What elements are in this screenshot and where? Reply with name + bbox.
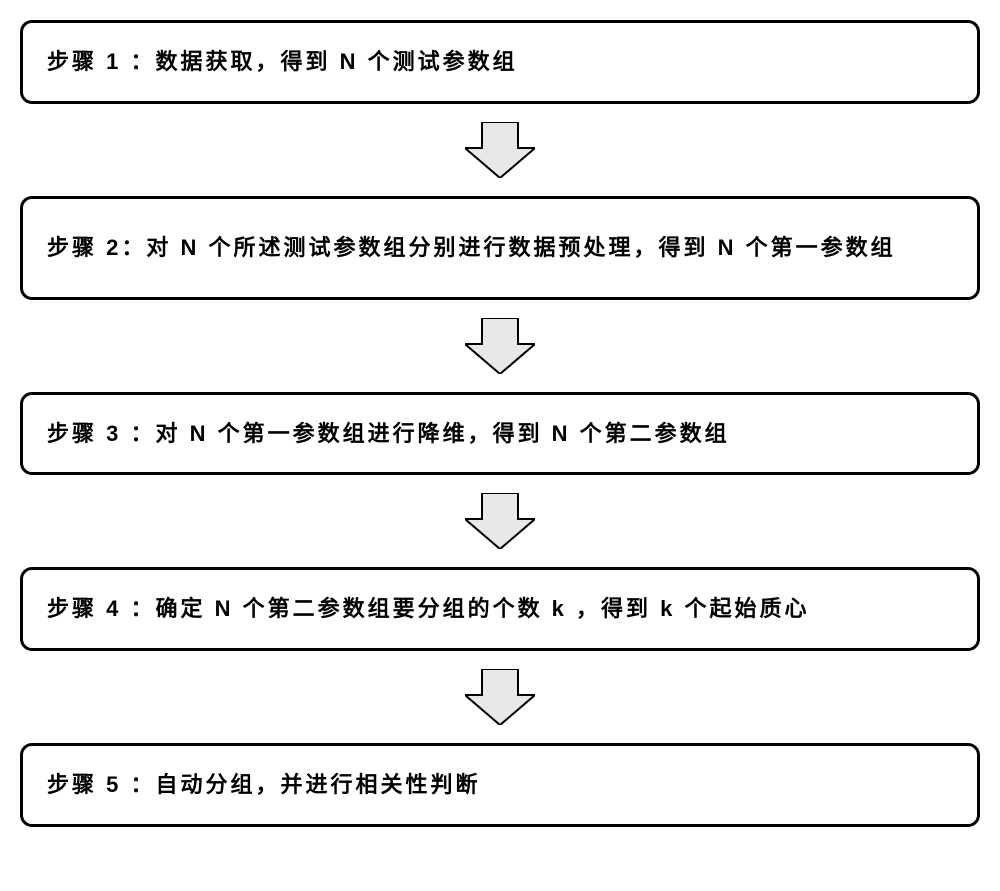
step-1-box: 步骤 1 ：数据获取，得到 N 个测试参数组	[20, 20, 980, 104]
down-arrow-icon	[465, 122, 535, 178]
step-2-box: 步骤 2：对 N 个所述测试参数组分别进行数据预处理，得到 N 个第一参数组	[20, 196, 980, 300]
step-5-text: 步骤 5 ：自动分组，并进行相关性判断	[47, 772, 480, 797]
step-3-box: 步骤 3 ：对 N 个第一参数组进行降维，得到 N 个第二参数组	[20, 392, 980, 476]
step-1-text: 步骤 1 ：数据获取，得到 N 个测试参数组	[47, 49, 518, 74]
flowchart-container: 步骤 1 ：数据获取，得到 N 个测试参数组 步骤 2：对 N 个所述测试参数组…	[20, 20, 980, 827]
arrow-3	[465, 493, 535, 549]
step-5-box: 步骤 5 ：自动分组，并进行相关性判断	[20, 743, 980, 827]
down-arrow-icon	[465, 669, 535, 725]
step-4-text: 步骤 4 ：确定 N 个第二参数组要分组的个数 k ，得到 k 个起始质心	[47, 596, 810, 621]
arrow-4	[465, 669, 535, 725]
arrow-2	[465, 318, 535, 374]
down-arrow-icon	[465, 318, 535, 374]
step-4-box: 步骤 4 ：确定 N 个第二参数组要分组的个数 k ，得到 k 个起始质心	[20, 567, 980, 651]
step-2-text: 步骤 2：对 N 个所述测试参数组分别进行数据预处理，得到 N 个第一参数组	[47, 235, 896, 260]
step-3-text: 步骤 3 ：对 N 个第一参数组进行降维，得到 N 个第二参数组	[47, 421, 730, 446]
arrow-1	[465, 122, 535, 178]
down-arrow-icon	[465, 493, 535, 549]
